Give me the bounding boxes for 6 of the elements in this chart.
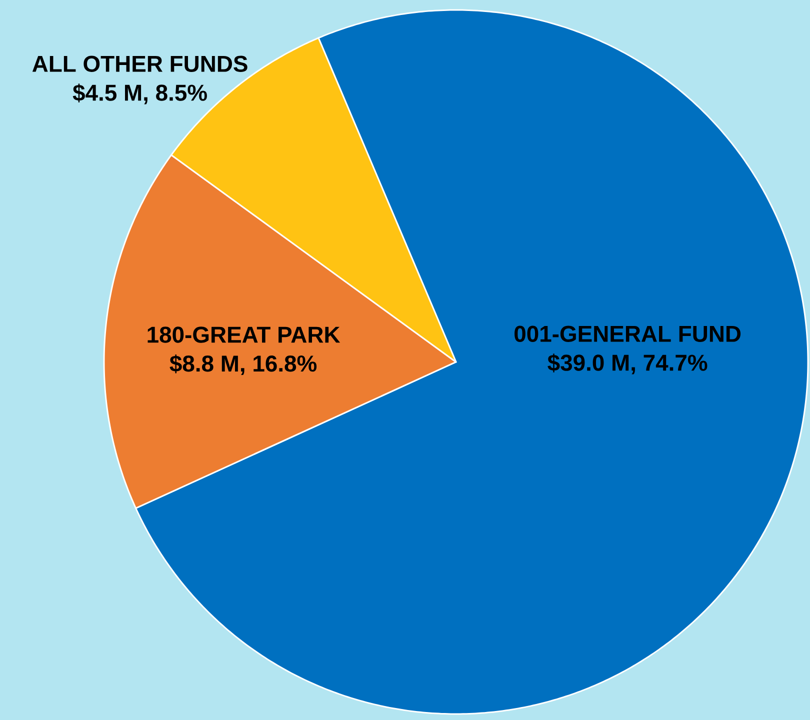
slice-label: 180-GREAT PARK bbox=[148, 326, 340, 343]
slice-label: 001-GENERAL FUND bbox=[514, 326, 741, 342]
slice-label: ALL OTHER FUNDS bbox=[32, 56, 248, 72]
data-label: $8.8 M, 16.8% bbox=[170, 354, 317, 376]
data-label: $4.5 M, 8.5% bbox=[72, 84, 207, 104]
data-label: $39.0 M, 74.7% bbox=[548, 354, 708, 374]
